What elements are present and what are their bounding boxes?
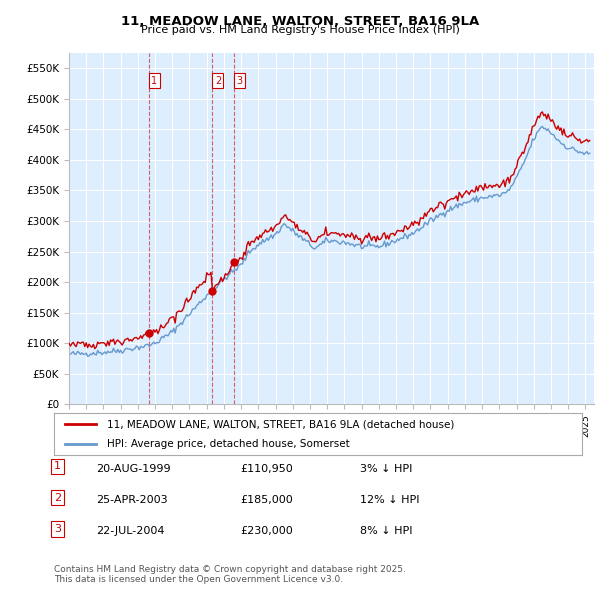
Text: 8% ↓ HPI: 8% ↓ HPI (360, 526, 413, 536)
Text: 1: 1 (151, 76, 157, 86)
Text: 11, MEADOW LANE, WALTON, STREET, BA16 9LA (detached house): 11, MEADOW LANE, WALTON, STREET, BA16 9L… (107, 419, 454, 430)
Text: 20-AUG-1999: 20-AUG-1999 (96, 464, 170, 474)
Text: 3: 3 (54, 524, 61, 534)
Text: HPI: Average price, detached house, Somerset: HPI: Average price, detached house, Some… (107, 439, 350, 449)
Text: 2: 2 (215, 76, 221, 86)
Text: Contains HM Land Registry data © Crown copyright and database right 2025.
This d: Contains HM Land Registry data © Crown c… (54, 565, 406, 584)
Text: 11, MEADOW LANE, WALTON, STREET, BA16 9LA: 11, MEADOW LANE, WALTON, STREET, BA16 9L… (121, 15, 479, 28)
Text: 1: 1 (54, 461, 61, 471)
Text: 22-JUL-2004: 22-JUL-2004 (96, 526, 164, 536)
Text: Price paid vs. HM Land Registry's House Price Index (HPI): Price paid vs. HM Land Registry's House … (140, 25, 460, 35)
Text: 2: 2 (54, 493, 61, 503)
Text: 3% ↓ HPI: 3% ↓ HPI (360, 464, 412, 474)
Text: £185,000: £185,000 (240, 495, 293, 505)
Text: 3: 3 (236, 76, 242, 86)
Text: 25-APR-2003: 25-APR-2003 (96, 495, 167, 505)
Text: £230,000: £230,000 (240, 526, 293, 536)
Text: £110,950: £110,950 (240, 464, 293, 474)
Text: 12% ↓ HPI: 12% ↓ HPI (360, 495, 419, 505)
